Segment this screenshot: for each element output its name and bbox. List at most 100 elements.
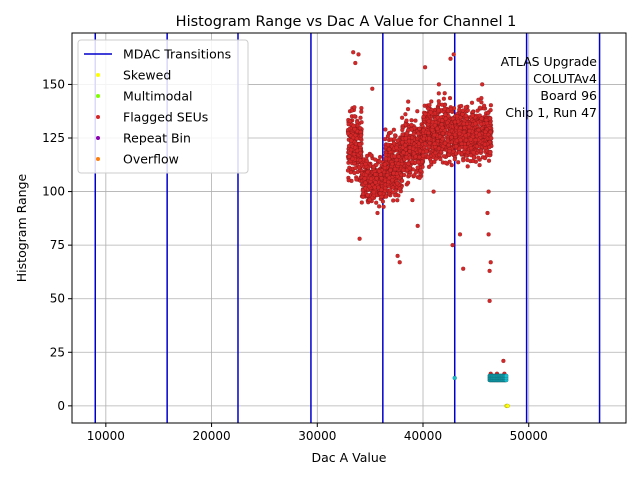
data-point-flagged-seu	[357, 125, 363, 131]
data-point-outlier	[485, 210, 490, 216]
data-point-skewed	[505, 403, 510, 409]
data-point-flagged-seu	[376, 204, 382, 209]
legend-label: Overflow	[123, 152, 179, 167]
data-point-flagged-seu	[345, 168, 351, 173]
data-point-outlier	[448, 56, 453, 61]
data-point-flagged-seu	[469, 100, 475, 106]
data-point-flagged-seu	[452, 156, 457, 162]
data-point-flagged-seu	[465, 157, 470, 163]
data-point-flagged-seu	[354, 148, 360, 154]
data-point-outlier	[397, 260, 402, 265]
y-axis-label: Histogram Range	[14, 173, 29, 282]
y-tick-label: 100	[42, 185, 65, 199]
data-point-flagged-seu	[390, 161, 395, 167]
data-point-flagged-seu	[357, 142, 362, 147]
data-point-flagged-seu	[457, 146, 462, 151]
data-point-outlier	[450, 242, 455, 248]
data-point-flagged-seu	[377, 159, 382, 164]
data-point-flagged-seu	[347, 154, 352, 159]
data-point-flagged-seu	[445, 120, 450, 126]
data-point-flagged-seu	[459, 141, 464, 147]
data-point-flagged-seu	[394, 145, 399, 150]
data-point-flagged-seu	[489, 135, 494, 141]
data-point-flagged-seu	[454, 144, 459, 149]
data-point-flagged-seu	[372, 185, 377, 190]
data-point-outlier	[451, 52, 456, 57]
data-point-outlier	[415, 223, 420, 229]
data-point-flagged-seu	[402, 172, 407, 178]
data-point-flagged-seu	[483, 129, 488, 135]
data-point-flagged-seu	[394, 157, 399, 163]
data-point-flagged-seu	[432, 132, 437, 138]
data-point-flagged-seu	[412, 173, 417, 178]
data-point-outlier	[487, 298, 492, 304]
data-point-flagged-seu	[478, 148, 484, 154]
data-point-flagged-seu	[349, 108, 355, 113]
data-point-flagged-seu	[449, 162, 454, 168]
data-point-outlier	[480, 82, 485, 87]
data-point-flagged-seu	[352, 113, 357, 119]
data-point-flagged-seu	[460, 108, 466, 113]
data-point-flagged-seu	[447, 131, 452, 137]
data-point-flagged-seu	[476, 155, 481, 161]
data-point-outlier	[461, 266, 466, 271]
data-point-flagged-seu	[406, 138, 412, 144]
data-point-flagged-seu	[383, 152, 388, 158]
data-point-flagged-seu	[390, 177, 395, 183]
data-point-flagged-seu	[354, 177, 359, 182]
data-point-flagged-seu	[488, 102, 494, 108]
data-point-flagged-seu	[367, 197, 372, 203]
data-point-flagged-seu	[454, 113, 460, 119]
data-point-outlier	[410, 197, 415, 203]
x-tick-label: 10000	[87, 429, 125, 443]
data-point-outlier	[351, 50, 356, 55]
legend-dot-swatch	[96, 136, 100, 140]
data-point-flagged-seu	[426, 119, 431, 124]
data-point-flagged-seu	[442, 90, 447, 96]
data-point-outlier	[370, 86, 375, 91]
data-point-flagged-seu	[430, 127, 435, 133]
data-point-flagged-seu	[379, 175, 384, 181]
data-point-flagged-seu	[407, 145, 413, 150]
data-point-flagged-seu	[463, 105, 468, 110]
data-point-flagged-seu	[441, 96, 447, 102]
data-point-flagged-seu	[436, 91, 441, 96]
data-point-flagged-seu	[411, 131, 416, 137]
y-tick-label: 25	[50, 345, 65, 359]
data-point-flagged-seu	[478, 121, 484, 127]
data-point-flagged-seu	[373, 180, 378, 185]
data-point-flagged-seu	[475, 108, 480, 113]
data-point-flagged-seu	[406, 161, 411, 167]
data-point-flagged-seu	[380, 199, 386, 204]
data-point-flagged-seu	[484, 117, 489, 123]
data-point-flagged-seu	[488, 107, 493, 113]
data-point-flagged-seu	[381, 204, 386, 210]
data-point-flagged-seu	[460, 112, 465, 117]
data-point-flagged-seu	[473, 121, 478, 126]
data-point-flagged-seu	[392, 133, 398, 138]
data-point-flagged-seu	[374, 200, 379, 205]
data-point-flagged-seu	[409, 122, 414, 128]
annotation-line: Board 96	[540, 88, 597, 103]
data-point-flagged-seu	[358, 115, 363, 121]
y-tick-label: 125	[42, 131, 65, 145]
data-point-flagged-seu	[471, 155, 477, 160]
legend-dot-swatch	[96, 94, 100, 98]
data-point-flagged-seu	[477, 105, 483, 110]
data-point-outlier	[406, 99, 411, 104]
data-point-flagged-seu	[383, 194, 389, 199]
data-point-flagged-seu	[406, 127, 411, 133]
data-point-flagged-seu	[399, 115, 405, 121]
annotation-line: ATLAS Upgrade	[501, 54, 598, 69]
data-point-flagged-seu	[446, 142, 451, 148]
data-point-outlier	[486, 232, 491, 237]
chip-annotation: ATLAS Upgrade COLUTAv4 Board 96 Chip 1, Run…	[501, 54, 598, 120]
data-point-flagged-seu	[383, 185, 388, 191]
data-point-flagged-seu	[363, 161, 368, 167]
data-point-flagged-seu	[352, 170, 357, 176]
y-tick-label: 150	[42, 77, 65, 91]
data-point-outlier	[436, 82, 442, 87]
data-point-flagged-seu	[441, 153, 447, 159]
data-point-flagged-seu	[373, 157, 378, 162]
